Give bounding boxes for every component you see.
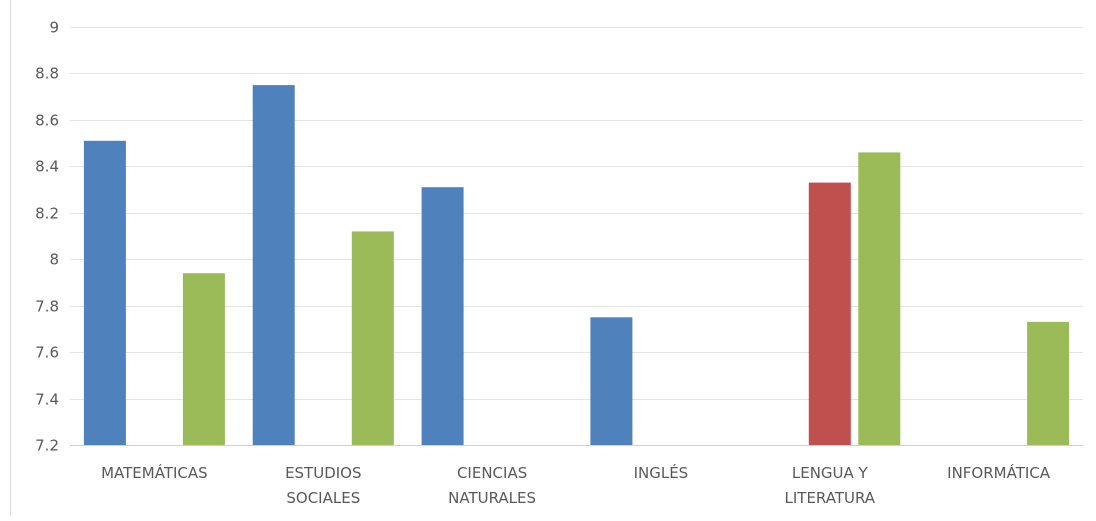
y-tick-label: 7.6: [35, 344, 59, 362]
bar: [1027, 321, 1070, 445]
y-tick-label: 8.2: [35, 205, 59, 223]
y-axis-ticks: 7.2 7.4 7.6 7.8 8 8.2 8.4 8.6 8.8 9: [35, 19, 59, 455]
bar: [808, 182, 851, 445]
x-axis-ticks: MATEMÁTICAS ESTUDIOS SOCIALES CIENCIAS NATUR…: [101, 463, 1051, 507]
bar: [590, 317, 633, 445]
y-tick-label: 7.2: [35, 437, 59, 455]
bar: [83, 140, 126, 446]
y-tick-label: 8.4: [35, 158, 59, 176]
x-tick-label: MATEMÁTICAS: [101, 463, 208, 482]
y-tick-label: 8: [49, 251, 59, 269]
y-tick-label: 8.6: [35, 112, 59, 130]
y-tick-label: 9: [49, 19, 59, 37]
x-tick-label: NATURALES: [448, 489, 536, 507]
bars: [83, 85, 1070, 446]
bar: [182, 273, 225, 445]
x-tick-label: ESTUDIOS: [285, 464, 361, 482]
bar: [252, 85, 295, 445]
x-tick-label: LITERATURA: [785, 489, 876, 507]
gridlines: [70, 27, 1083, 446]
x-tick-label: CIENCIAS: [457, 464, 527, 482]
bar: [858, 152, 901, 445]
y-tick-label: 7.8: [35, 298, 59, 316]
y-tick-label: 7.4: [35, 391, 59, 409]
y-tick-label: 8.8: [35, 65, 59, 83]
x-tick-label: SOCIALES: [286, 489, 360, 507]
x-tick-label: INFORMÁTICA: [947, 463, 1051, 482]
bar: [351, 231, 394, 445]
chart-frame-edge: [10, 0, 11, 516]
x-tick-label: LENGUA Y: [792, 464, 869, 482]
bar: [421, 187, 464, 445]
x-tick-label: INGLÉS: [634, 463, 689, 482]
